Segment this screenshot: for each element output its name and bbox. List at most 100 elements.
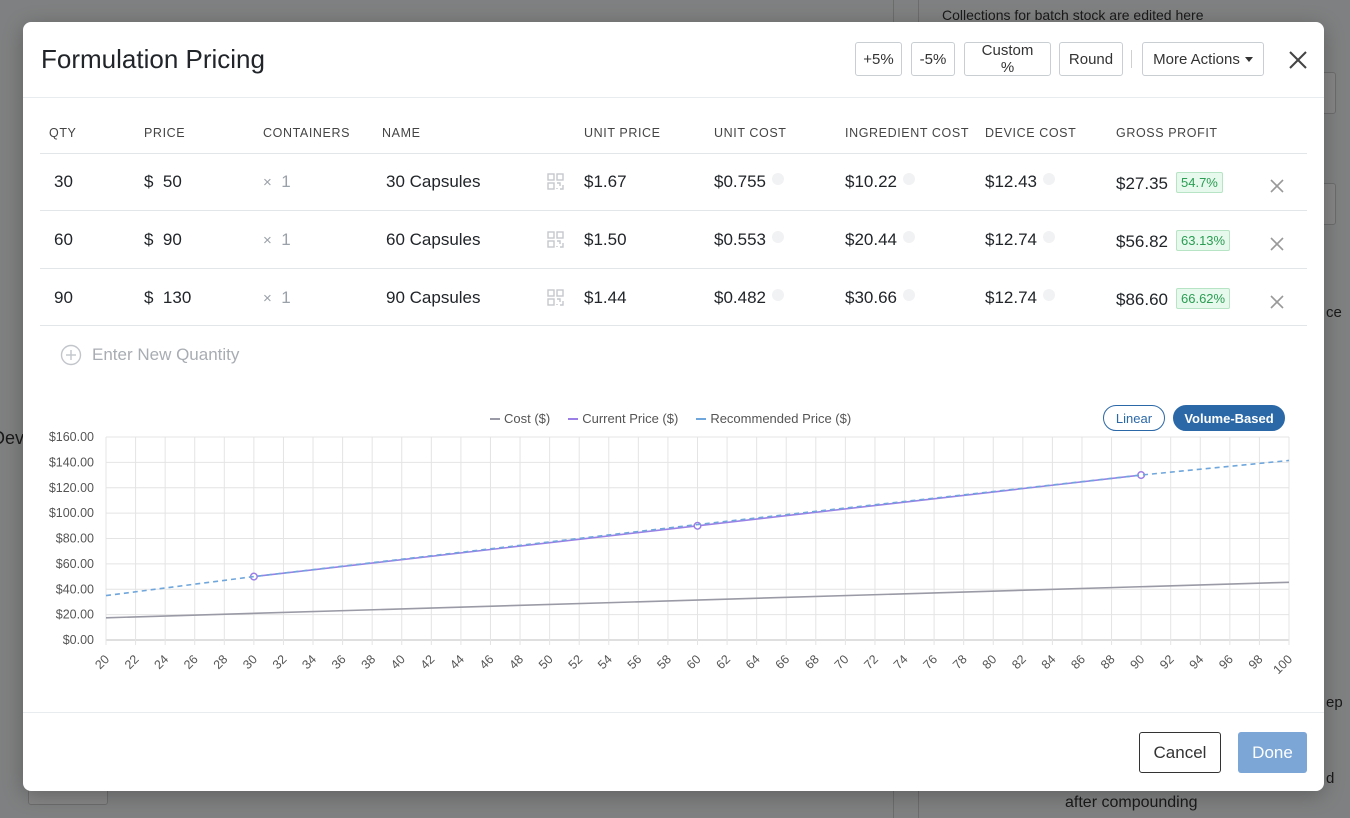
column-header-unit-price: UNIT PRICE	[584, 126, 661, 140]
legend-swatch	[696, 417, 707, 420]
info-icon[interactable]	[1043, 231, 1055, 243]
row-containers[interactable]: × 1	[263, 288, 291, 308]
price-value: 50	[162, 172, 182, 191]
legend-item[interactable]: Recommended Price ($)	[696, 411, 851, 426]
modal-header: Formulation Pricing +5% -5% Custom % Rou…	[23, 22, 1324, 98]
row-name[interactable]: 90 Capsules	[386, 288, 481, 307]
gross-profit-value: $56.82	[1116, 232, 1168, 251]
x-tick-label: 100	[1270, 652, 1295, 677]
column-header-qty: QTY	[49, 126, 77, 140]
device-cost-value: $12.43	[985, 172, 1037, 191]
unit-cost-value: $0.755	[714, 172, 766, 191]
x-tick-label: 44	[447, 652, 467, 672]
y-tick-label: $60.00	[56, 557, 94, 571]
x-tick-label: 50	[536, 652, 556, 672]
margin-badge: 66.62%	[1176, 288, 1231, 309]
info-icon[interactable]	[772, 231, 784, 243]
x-tick-label: 28	[211, 652, 231, 672]
close-icon[interactable]	[1285, 47, 1311, 73]
x-tick-label: 68	[802, 652, 822, 672]
y-tick-label: $40.00	[56, 582, 94, 596]
row-divider	[40, 268, 1307, 269]
new-quantity-input[interactable]: Enter New Quantity	[92, 345, 240, 364]
row-qty[interactable]: 30	[54, 172, 73, 191]
remove-row-icon[interactable]	[1270, 295, 1284, 309]
linear-toggle-button[interactable]: Linear	[1103, 405, 1165, 431]
info-icon[interactable]	[903, 289, 915, 301]
legend-item[interactable]: Cost ($)	[490, 411, 550, 426]
x-tick-label: 36	[329, 652, 349, 672]
plus-circle-icon	[60, 344, 82, 366]
legend-label: Current Price ($)	[582, 411, 679, 426]
row-gross-profit: $86.60 66.62%	[1116, 288, 1231, 310]
x-tick-label: 86	[1068, 652, 1088, 672]
x-tick-label: 82	[1009, 652, 1029, 672]
row-unit-cost: $0.482	[714, 288, 784, 308]
row-qty[interactable]: 60	[54, 230, 73, 249]
currency-symbol: $	[144, 288, 154, 307]
x-tick-label: 94	[1187, 652, 1207, 672]
column-header-price: PRICE	[144, 126, 186, 140]
y-tick-label: $20.00	[56, 608, 94, 622]
row-price[interactable]: $ 50	[144, 172, 182, 192]
remove-row-icon[interactable]	[1270, 237, 1284, 251]
background-fragment: ce	[1326, 304, 1342, 321]
info-icon[interactable]	[903, 231, 915, 243]
increase-5-percent-button[interactable]: +5%	[855, 42, 902, 76]
custom-percent-button[interactable]: Custom %	[964, 42, 1051, 76]
row-containers[interactable]: × 1	[263, 230, 291, 250]
done-button[interactable]: Done	[1238, 732, 1307, 773]
info-icon[interactable]	[772, 173, 784, 185]
info-icon[interactable]	[903, 173, 915, 185]
row-price[interactable]: $ 130	[144, 288, 191, 308]
decrease-5-percent-button[interactable]: -5%	[911, 42, 955, 76]
x-tick-label: 20	[92, 652, 112, 672]
modal-title: Formulation Pricing	[41, 44, 265, 74]
legend-item[interactable]: Current Price ($)	[568, 411, 678, 426]
x-tick-label: 76	[920, 652, 940, 672]
background-bottom-text: after compounding	[1065, 794, 1198, 811]
info-icon[interactable]	[772, 289, 784, 301]
info-icon[interactable]	[1043, 173, 1055, 185]
ingredient-cost-value: $10.22	[845, 172, 897, 191]
series-line	[105, 459, 1290, 597]
x-tick-label: 48	[506, 652, 526, 672]
y-tick-label: $80.00	[56, 532, 94, 546]
add-quantity-row[interactable]: Enter New Quantity	[60, 344, 239, 366]
device-cost-value: $12.74	[985, 230, 1037, 249]
column-header-ingredient-cost: INGREDIENT COST	[845, 126, 970, 140]
barcode-icon[interactable]	[547, 289, 564, 306]
x-tick-label: 70	[832, 652, 852, 672]
row-name[interactable]: 30 Capsules	[386, 172, 481, 191]
info-icon[interactable]	[1043, 289, 1055, 301]
column-header-name: NAME	[382, 126, 421, 140]
cancel-button[interactable]: Cancel	[1139, 732, 1221, 773]
containers-value: 1	[281, 230, 291, 249]
x-tick-label: 80	[980, 652, 1000, 672]
round-button[interactable]: Round	[1059, 42, 1123, 76]
barcode-icon[interactable]	[547, 231, 564, 248]
currency-symbol: $	[144, 230, 154, 249]
row-qty[interactable]: 90	[54, 288, 73, 307]
remove-row-icon[interactable]	[1270, 179, 1284, 193]
background-top-text: Collections for batch stock are edited h…	[942, 7, 1204, 23]
row-containers[interactable]: × 1	[263, 172, 291, 192]
barcode-icon[interactable]	[547, 173, 564, 190]
row-unit-cost: $0.755	[714, 172, 784, 192]
caret-down-icon	[1244, 57, 1253, 62]
row-price[interactable]: $ 90	[144, 230, 182, 250]
x-tick-label: 32	[270, 652, 290, 672]
volume-based-toggle-button[interactable]: Volume-Based	[1173, 405, 1285, 431]
gross-profit-value: $86.60	[1116, 290, 1168, 309]
x-tick-label: 40	[388, 652, 408, 672]
x-tick-label: 60	[684, 652, 704, 672]
row-device-cost: $12.43	[985, 172, 1055, 192]
row-ingredient-cost: $20.44	[845, 230, 915, 250]
column-header-gross-profit: GROSS PROFIT	[1116, 126, 1218, 140]
more-actions-dropdown[interactable]: More Actions	[1142, 42, 1264, 76]
chart-legend: Cost ($) Current Price ($) Recommended P…	[490, 411, 851, 426]
column-header-device-cost: DEVICE COST	[985, 126, 1077, 140]
more-actions-label: More Actions	[1153, 50, 1240, 68]
y-tick-label: $0.00	[63, 633, 94, 647]
row-name[interactable]: 60 Capsules	[386, 230, 481, 249]
